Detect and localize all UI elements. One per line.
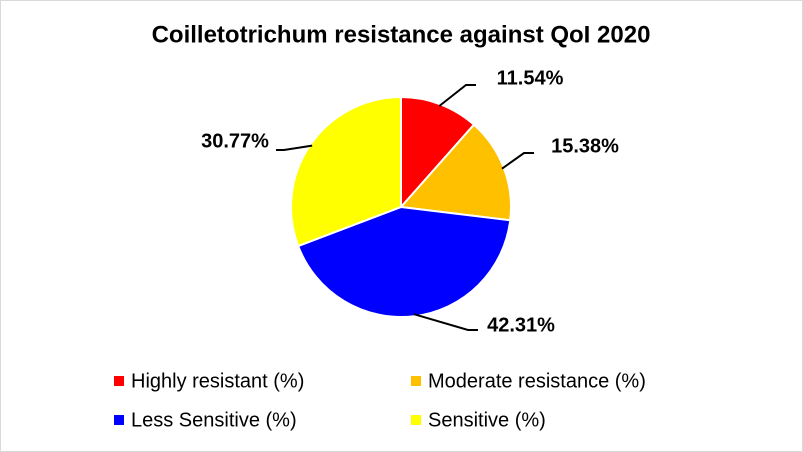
legend-label: Highly resistant (%) bbox=[131, 370, 304, 392]
legend-label: Sensitive (%) bbox=[428, 409, 546, 431]
pie-slice bbox=[290, 95, 402, 248]
leader-line bbox=[501, 152, 534, 170]
pie-slice bbox=[296, 205, 512, 318]
leader-line bbox=[276, 144, 313, 151]
data-label: 11.54% bbox=[497, 67, 564, 89]
legend-swatch bbox=[411, 376, 421, 386]
pie-slice bbox=[400, 95, 476, 210]
data-label: 30.77% bbox=[201, 130, 269, 152]
chart-title: Coilletotrichum resistance against QoI 2… bbox=[152, 21, 651, 48]
legend-label: Moderate resistance (%) bbox=[428, 370, 646, 392]
leader-line bbox=[438, 84, 476, 107]
legend-swatch bbox=[114, 376, 124, 386]
data-label: 42.31% bbox=[487, 314, 555, 336]
legend-swatch bbox=[114, 415, 124, 425]
leader-line bbox=[413, 313, 478, 331]
data-label: 15.38% bbox=[551, 135, 619, 157]
legend-label: Less Sensitive (%) bbox=[131, 409, 297, 431]
legend-swatch bbox=[411, 415, 421, 425]
